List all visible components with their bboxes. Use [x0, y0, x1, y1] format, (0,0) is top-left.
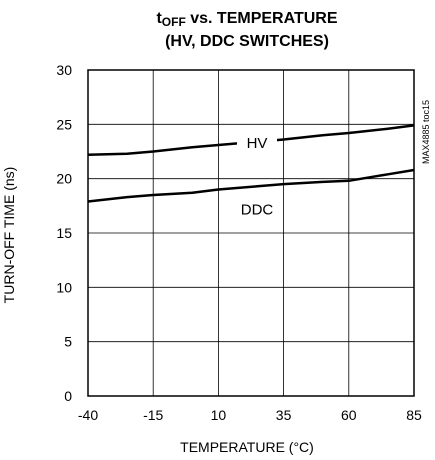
y-tick-labels: 0 5 10 15 20 25 30: [56, 62, 72, 404]
x-tick-label: 10: [211, 407, 227, 423]
y-tick-label: 25: [56, 116, 72, 132]
grid: [87, 69, 415, 397]
chart-title-line2: (HV, DDC SWITCHES): [165, 33, 329, 50]
x-tick-label: -15: [143, 407, 163, 423]
y-tick-label: 30: [56, 62, 72, 78]
series-layer: HV DDC: [87, 124, 415, 218]
series-label-ddc: DDC: [241, 201, 274, 218]
title-rest: vs. TEMPERATURE: [186, 10, 338, 27]
x-tick-label: 60: [341, 407, 357, 423]
x-axis-label: TEMPERATURE (°C): [180, 439, 314, 455]
x-tick-label: -40: [78, 407, 98, 423]
series-label-hv: HV: [247, 135, 268, 152]
x-tick-label: 35: [276, 407, 292, 423]
y-tick-label: 5: [64, 334, 72, 350]
plot-frame: [87, 69, 415, 397]
title-off-subscript: OFF: [162, 15, 186, 29]
y-tick-label: 20: [56, 171, 72, 187]
series-label-bg-hv: [237, 130, 277, 151]
y-axis-label: TURN-OFF TIME (ns): [1, 167, 17, 304]
x-tick-labels: -40 -15 10 35 60 85: [78, 407, 422, 423]
title-t: t: [156, 10, 162, 27]
y-tick-label: 0: [64, 388, 72, 404]
x-tick-label: 85: [406, 407, 422, 423]
y-tick-label: 10: [56, 279, 72, 295]
series-line-ddc: [87, 168, 415, 203]
y-tick-label: 15: [56, 225, 72, 241]
chart-title-line1: tOFF vs. TEMPERATURE: [156, 10, 337, 29]
figure-id-label: MAX4885 toc15: [421, 100, 431, 164]
